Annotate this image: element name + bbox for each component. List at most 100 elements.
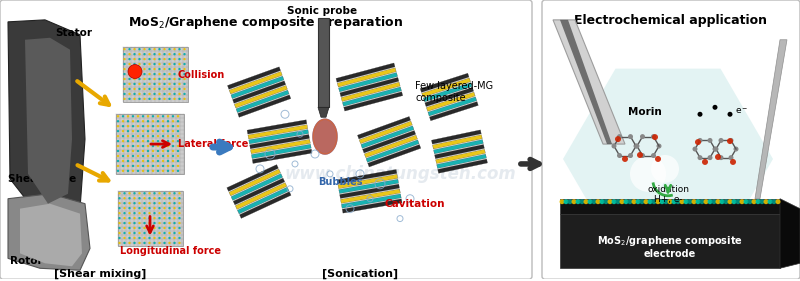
Circle shape — [617, 134, 622, 139]
Circle shape — [168, 48, 170, 50]
Circle shape — [134, 53, 136, 55]
Circle shape — [168, 73, 170, 75]
Text: Few layered-MG
composite: Few layered-MG composite — [415, 81, 493, 103]
Circle shape — [183, 93, 186, 95]
Circle shape — [122, 150, 124, 152]
Circle shape — [138, 88, 141, 90]
Circle shape — [123, 202, 126, 204]
Circle shape — [715, 154, 721, 160]
Circle shape — [168, 232, 170, 234]
Circle shape — [167, 120, 170, 123]
Circle shape — [148, 73, 150, 75]
Circle shape — [168, 68, 170, 70]
Circle shape — [174, 88, 176, 90]
Circle shape — [163, 98, 166, 100]
Polygon shape — [338, 68, 396, 87]
Circle shape — [563, 199, 569, 204]
Circle shape — [118, 227, 121, 229]
Polygon shape — [238, 187, 289, 214]
Circle shape — [183, 78, 186, 80]
Circle shape — [123, 98, 126, 100]
Circle shape — [122, 125, 124, 127]
Circle shape — [122, 170, 124, 172]
Circle shape — [134, 207, 136, 209]
Circle shape — [168, 58, 170, 60]
Circle shape — [168, 83, 170, 85]
Circle shape — [152, 170, 154, 172]
Circle shape — [183, 88, 186, 90]
Circle shape — [154, 68, 156, 70]
Circle shape — [118, 212, 121, 214]
Circle shape — [168, 237, 170, 239]
Circle shape — [143, 207, 146, 209]
Circle shape — [126, 130, 129, 132]
Circle shape — [634, 144, 638, 149]
Circle shape — [143, 93, 146, 95]
Circle shape — [157, 120, 159, 123]
Circle shape — [167, 145, 170, 147]
Circle shape — [623, 199, 629, 204]
Circle shape — [157, 155, 159, 157]
Circle shape — [143, 232, 146, 234]
Circle shape — [134, 78, 136, 80]
Circle shape — [154, 88, 156, 90]
Circle shape — [591, 199, 597, 204]
Circle shape — [142, 145, 144, 147]
Circle shape — [730, 159, 736, 165]
Circle shape — [154, 192, 156, 194]
Circle shape — [148, 53, 150, 55]
Polygon shape — [8, 20, 85, 224]
Circle shape — [718, 138, 723, 143]
Circle shape — [163, 222, 166, 224]
Circle shape — [168, 88, 170, 90]
Polygon shape — [431, 130, 482, 144]
Circle shape — [137, 160, 139, 162]
Circle shape — [154, 58, 156, 60]
Circle shape — [167, 130, 170, 132]
Circle shape — [128, 48, 130, 50]
Circle shape — [158, 202, 161, 204]
Circle shape — [158, 78, 161, 80]
Circle shape — [763, 199, 769, 204]
Circle shape — [177, 135, 179, 137]
Circle shape — [183, 48, 186, 50]
Circle shape — [157, 145, 159, 147]
Circle shape — [117, 125, 119, 127]
Circle shape — [143, 88, 146, 90]
Circle shape — [117, 130, 119, 132]
Circle shape — [157, 160, 159, 162]
Circle shape — [128, 227, 130, 229]
Circle shape — [622, 156, 628, 162]
Circle shape — [142, 150, 144, 152]
Circle shape — [142, 165, 144, 167]
Circle shape — [699, 199, 705, 204]
Circle shape — [126, 165, 129, 167]
Circle shape — [158, 88, 161, 90]
Circle shape — [147, 145, 149, 147]
Circle shape — [174, 217, 176, 219]
Circle shape — [607, 199, 613, 204]
Circle shape — [183, 83, 186, 85]
FancyBboxPatch shape — [122, 47, 187, 102]
Circle shape — [138, 58, 141, 60]
Circle shape — [177, 125, 179, 127]
Circle shape — [118, 207, 121, 209]
Polygon shape — [434, 144, 484, 159]
Circle shape — [687, 199, 693, 204]
Circle shape — [152, 145, 154, 147]
Circle shape — [132, 165, 134, 167]
Circle shape — [128, 212, 130, 214]
Circle shape — [143, 48, 146, 50]
Polygon shape — [340, 77, 399, 97]
Circle shape — [595, 199, 601, 204]
Circle shape — [168, 207, 170, 209]
Circle shape — [122, 145, 124, 147]
Circle shape — [639, 199, 645, 204]
Circle shape — [122, 130, 124, 132]
Circle shape — [132, 120, 134, 123]
Circle shape — [162, 130, 164, 132]
Circle shape — [174, 227, 176, 229]
Circle shape — [168, 202, 170, 204]
Circle shape — [154, 53, 156, 55]
Circle shape — [138, 53, 141, 55]
